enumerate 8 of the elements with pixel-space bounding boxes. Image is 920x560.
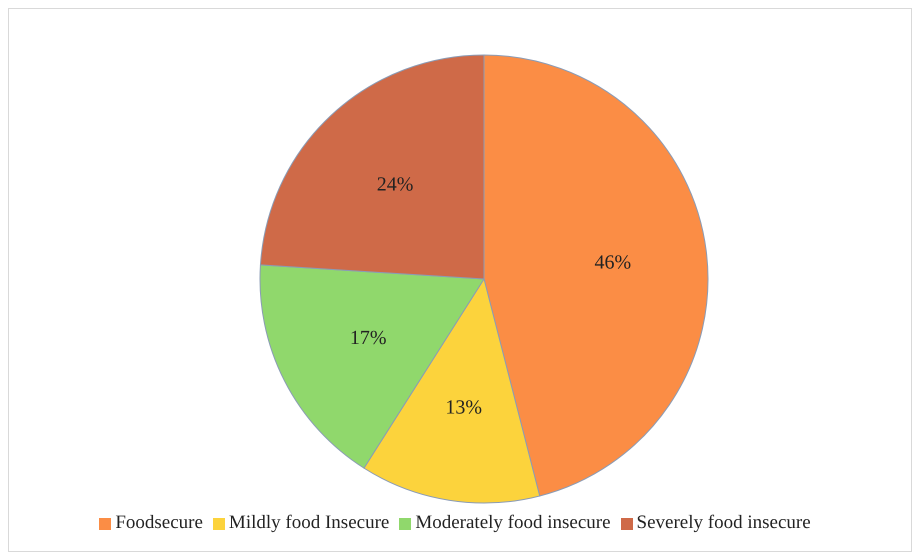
data-label: 24% <box>376 173 414 196</box>
legend-label: Severely food insecure <box>636 512 811 533</box>
data-label: 17% <box>350 326 387 349</box>
data-label: 13% <box>445 396 482 418</box>
legend-label: Foodsecure <box>115 512 203 533</box>
legend-label: Mildly food Insecure <box>228 512 390 533</box>
legend-label: Moderately food insecure <box>415 512 611 533</box>
data-label: 46% <box>594 252 632 274</box>
